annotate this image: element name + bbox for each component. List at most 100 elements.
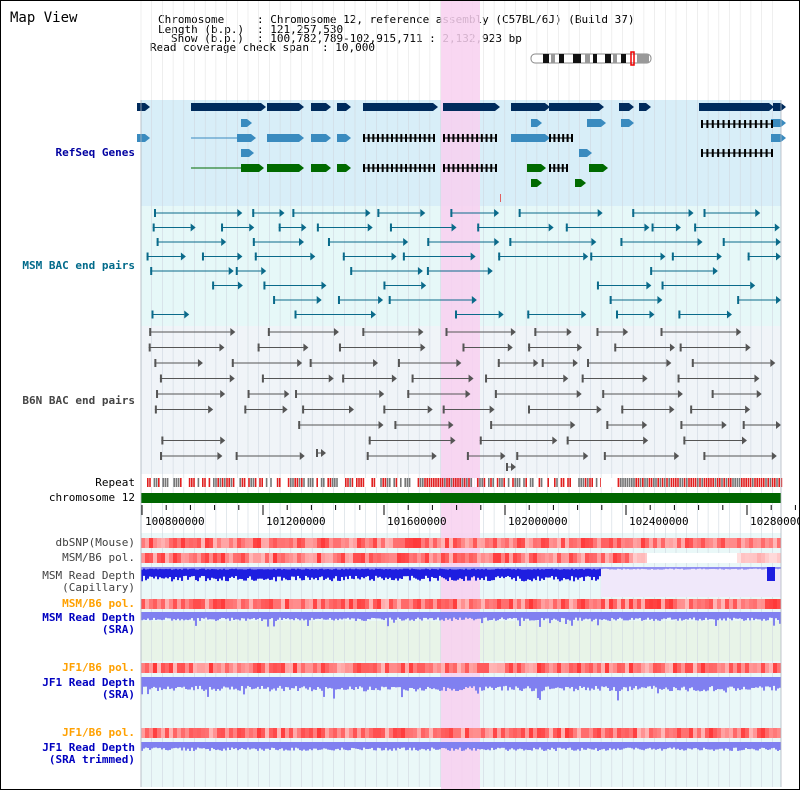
track-label[interactable]: MSM/B6 pol. [1, 598, 135, 610]
track-label[interactable]: MSM/B6 pol. [1, 552, 135, 564]
jf1-sra-trimmed-depth-bar [397, 742, 399, 748]
dbsnp-cell [169, 538, 173, 548]
msm-capillary-depth-bar-low [247, 567, 249, 570]
msm-sra-depth-bar [683, 612, 685, 620]
jf1-b6-pol-trimmed-cell [773, 728, 777, 738]
msm-b6-pol-sra-cell [753, 599, 757, 609]
track-label[interactable]: dbSNP(Mouse) [1, 537, 135, 549]
msm-capillary-depth-bar [581, 567, 583, 578]
bac-end [534, 328, 537, 336]
jf1-sra-trimmed-depth-bar [235, 742, 237, 749]
msm-capillary-depth-bar [235, 567, 237, 577]
jf1-sra-trimmed-depth-bar [705, 742, 707, 750]
msm-sra-depth-bar [425, 612, 427, 618]
jf1-sra-trimmed-depth-bar [289, 742, 291, 751]
msm-sra-depth-bar [529, 612, 531, 621]
track-label[interactable]: JF1 Read Depth (SRA) [1, 677, 135, 701]
msm-capillary-depth-bar [215, 567, 217, 579]
repeat-element [340, 478, 343, 487]
track-label[interactable]: JF1 Read Depth (SRA trimmed) [1, 742, 135, 766]
msm-capillary-depth-bar [501, 567, 503, 577]
bac-end [184, 310, 190, 319]
jf1-sra-trimmed-depth-bar [421, 742, 423, 749]
msm-capillary-depth-bar [417, 567, 419, 580]
jf1-sra-trimmed-depth-bar [403, 742, 405, 748]
msm-b6-pol-sra-cell [489, 599, 493, 609]
jf1-sra-trimmed-depth-bar [505, 742, 507, 750]
track-label[interactable]: B6N BAC end pairs [1, 395, 135, 407]
repeat-element [477, 478, 479, 487]
msm-capillary-depth-bar [341, 567, 343, 578]
msm-capillary-depth-bar-low [403, 567, 405, 569]
bac-end [591, 238, 597, 246]
jf1-sra-depth-bar [527, 677, 529, 687]
jf1-b6-pol-cell [309, 663, 313, 673]
bac-end [726, 310, 732, 319]
track-label[interactable]: JF1/B6 pol. [1, 727, 135, 739]
repeat-element [158, 478, 160, 487]
gene-arrow [545, 134, 550, 142]
repeat-element [734, 478, 736, 487]
repeat-element [435, 478, 437, 487]
jf1-sra-trimmed-depth-bar [281, 742, 283, 749]
msm-sra-depth-bar [505, 612, 507, 620]
jf1-sra-trimmed-depth-bar [733, 742, 735, 748]
repeat-element [494, 478, 497, 487]
bac-end [378, 296, 384, 304]
msm-capillary-depth-bar [595, 567, 597, 581]
gene-exon [337, 164, 346, 172]
gene-marker [500, 194, 501, 202]
track-label[interactable]: RefSeq Genes [1, 147, 135, 159]
track-label[interactable]: MSM Read Depth (Capillary) [1, 570, 135, 594]
bac-end [229, 374, 235, 383]
track-label[interactable]: MSM Read Depth (SRA) [1, 612, 135, 636]
msm-b6-pol-sra-cell [177, 599, 181, 609]
jf1-b6-pol-trimmed-cell [277, 728, 281, 738]
msm-capillary-depth-bar-low [191, 567, 193, 569]
jf1-b6-pol-cell [437, 663, 441, 673]
repeat-element [177, 478, 180, 487]
jf1-sra-depth-bar [493, 677, 495, 690]
msm-sra-depth-bar [617, 612, 619, 620]
jf1-sra-trimmed-depth-bar [711, 742, 713, 750]
gene-exon [701, 120, 703, 128]
msm-b6-pol-sra-cell [545, 599, 549, 609]
repeat-element [446, 478, 448, 487]
bac-end [754, 374, 760, 383]
msm-sra-depth-bar [241, 612, 243, 619]
msm-capillary-depth-bar-low [445, 567, 447, 570]
jf1-sra-depth-bar [265, 677, 267, 689]
bac-end [156, 238, 159, 246]
track-label[interactable]: chromosome 12 [1, 492, 135, 504]
jf1-sra-depth-bar [733, 677, 735, 689]
gene-arrow [781, 119, 786, 127]
jf1-sra-depth-bar [287, 677, 289, 688]
jf1-b6-pol-trimmed-cell [673, 728, 677, 738]
dbsnp-cell [525, 538, 529, 548]
msm-capillary-depth-bar-low [205, 567, 207, 570]
repeat-element [672, 478, 675, 487]
dbsnp-cell [165, 538, 169, 548]
repeat-element [776, 478, 778, 487]
jf1-sra-trimmed-depth-bar [167, 742, 169, 751]
jf1-sra-depth-bar [377, 677, 379, 690]
jf1-sra-depth-bar [237, 677, 239, 691]
jf1-b6-pol-trimmed-cell [181, 728, 185, 738]
jf1-sra-depth-bar [759, 677, 761, 687]
jf1-sra-depth-bar [525, 677, 527, 689]
msm-capillary-depth-bar [301, 567, 303, 581]
msm-sra-depth-bar [623, 612, 625, 621]
jf1-sra-depth-bar [535, 677, 537, 689]
gene-exon [461, 164, 464, 172]
msm-capillary-depth-bar-low [481, 567, 483, 570]
repeat-element [149, 478, 151, 487]
bac-end [154, 359, 157, 367]
bac-end [712, 267, 718, 275]
jf1-b6-pol-trimmed-cell [321, 728, 325, 738]
track-label[interactable]: MSM BAC end pairs [1, 260, 135, 272]
jf1-sra-trimmed-depth-bar [479, 742, 481, 750]
track-label[interactable]: JF1/B6 pol. [1, 662, 135, 674]
dbsnp-cell [497, 538, 501, 548]
track-label[interactable]: Repeat [1, 477, 135, 489]
